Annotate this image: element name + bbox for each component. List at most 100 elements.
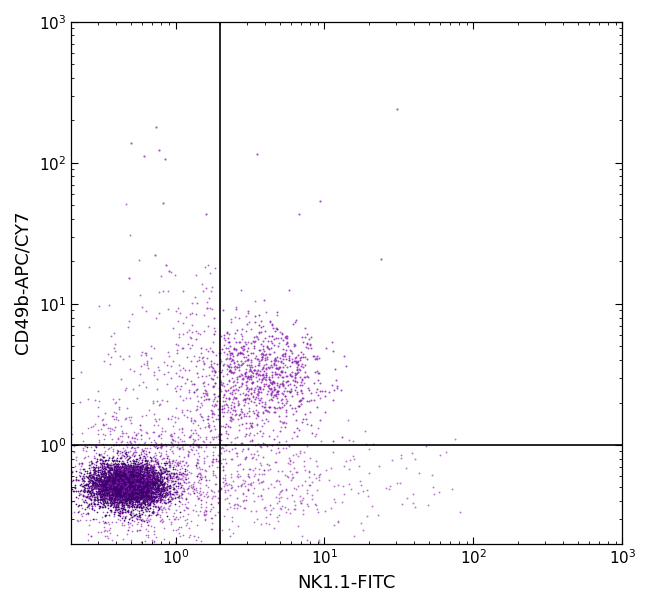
Point [207,456,218,466]
Point [155,451,165,461]
Point [99,455,110,465]
Point [239,394,250,404]
Point [149,485,159,495]
Point [287,490,297,500]
Point [129,483,139,493]
Point [291,415,302,425]
Point [183,481,194,490]
Point [155,467,166,477]
Point [99,496,110,505]
Point [230,411,240,421]
Point [144,504,155,513]
Point [313,508,323,518]
Point [111,485,121,495]
Point [127,491,137,501]
Point [107,486,118,496]
Point [118,511,129,521]
Point [146,464,156,473]
Point [129,490,139,499]
Point [154,461,164,470]
Point [201,509,211,519]
Point [130,481,140,491]
Point [100,475,110,485]
Point [362,511,372,521]
Point [258,362,268,372]
Point [105,359,115,369]
Point [118,501,129,511]
Point [130,484,140,494]
Point [125,480,135,490]
Point [99,479,110,489]
Point [92,481,103,491]
Point [98,499,108,509]
Point [112,487,122,497]
Point [120,459,130,469]
Point [161,484,171,493]
Point [120,467,130,477]
Point [138,494,148,504]
Point [120,478,130,488]
Point [130,458,140,468]
Point [155,470,166,479]
Point [136,469,146,479]
Point [135,499,145,508]
Point [109,489,119,499]
Point [131,484,141,494]
Point [202,451,212,461]
Point [101,491,112,501]
Point [92,499,102,508]
Point [109,467,119,476]
Point [123,479,133,488]
Point [158,466,168,476]
Point [50,464,60,474]
Point [126,469,136,479]
Point [115,489,125,499]
Point [218,330,229,340]
Point [120,493,131,502]
Point [114,477,125,487]
Point [85,475,96,485]
Point [97,476,107,486]
Point [169,514,179,524]
Point [134,439,144,448]
Point [124,473,135,483]
Point [117,485,127,495]
Point [107,462,117,471]
Point [251,351,261,361]
Point [125,365,135,375]
Point [252,446,263,456]
Point [85,472,96,482]
Point [116,468,126,478]
Point [105,486,115,496]
Point [296,377,307,387]
Point [94,486,105,496]
Point [223,385,233,395]
Point [129,462,139,471]
Point [122,451,132,461]
Point [133,473,143,483]
Point [158,464,168,473]
Point [114,482,125,491]
Point [130,459,140,468]
Point [182,469,192,479]
Point [152,487,162,497]
Point [221,441,231,450]
Point [257,370,268,379]
Point [136,460,147,470]
Point [226,341,236,350]
Point [121,485,131,495]
Point [109,478,119,487]
Point [139,504,150,514]
Point [213,498,223,508]
Point [109,501,120,510]
Point [69,507,79,517]
Point [120,471,131,481]
Point [54,493,64,502]
Point [105,493,115,502]
Point [114,483,124,493]
Point [162,481,172,491]
Point [195,495,205,505]
Point [144,462,155,471]
Point [138,496,149,506]
Point [79,469,90,479]
